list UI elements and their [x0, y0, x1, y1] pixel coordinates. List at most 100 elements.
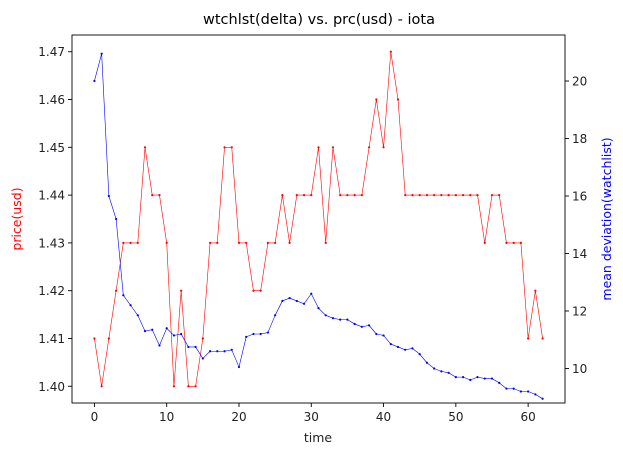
- data-point-right: [208, 350, 212, 353]
- data-point-right: [360, 325, 363, 328]
- data-point-left: [447, 194, 450, 197]
- data-point-left: [274, 241, 277, 244]
- data-point-right: [317, 307, 320, 310]
- y-right-tick-label: 10: [572, 362, 587, 376]
- data-point-left: [360, 194, 363, 197]
- data-point-left: [172, 385, 176, 388]
- data-point-right: [331, 317, 335, 320]
- data-point-right: [259, 332, 262, 336]
- data-point-left: [483, 241, 486, 244]
- data-point-left: [418, 194, 421, 197]
- y-right-tick-label: 12: [572, 305, 587, 319]
- data-point-right: [288, 296, 291, 300]
- data-point-right: [310, 292, 313, 295]
- x-tick-label: 50: [448, 410, 463, 424]
- data-point-left: [180, 289, 183, 292]
- data-point-right: [245, 335, 248, 338]
- data-point-right: [165, 327, 168, 330]
- data-point-left: [519, 241, 523, 244]
- data-point-left: [194, 385, 197, 388]
- data-point-left: [512, 241, 515, 244]
- y-left-tick-label: 1.47: [38, 45, 65, 59]
- data-point-right: [505, 387, 508, 390]
- data-point-right: [295, 299, 298, 303]
- data-point-right: [274, 314, 277, 317]
- series-line-right: [94, 53, 543, 399]
- data-point-left: [404, 194, 407, 197]
- data-point-left: [216, 241, 219, 244]
- data-point-right: [476, 376, 479, 379]
- data-point-right: [433, 367, 436, 370]
- data-point-left: [223, 146, 226, 149]
- data-point-left: [136, 241, 139, 244]
- data-point-right: [483, 377, 486, 380]
- data-point-left: [252, 289, 255, 292]
- data-point-left: [331, 146, 335, 149]
- y-right-tick-label: 18: [572, 132, 587, 146]
- y-axis-right-label: mean deviation(watchlist): [599, 137, 614, 300]
- y-right-tick-label: 16: [572, 190, 587, 204]
- data-point-left: [281, 194, 284, 197]
- data-point-right: [440, 370, 443, 373]
- data-point-left: [324, 241, 327, 244]
- y-left-tick-label: 1.42: [38, 284, 65, 298]
- data-point-left: [382, 146, 385, 149]
- data-point-left: [158, 194, 161, 197]
- data-point-left: [527, 337, 530, 340]
- data-point-left: [208, 241, 212, 244]
- data-point-right: [346, 318, 349, 321]
- data-point-right: [324, 314, 327, 317]
- x-tick-label: 30: [304, 410, 319, 424]
- data-point-right: [281, 299, 284, 303]
- data-point-left: [295, 194, 298, 197]
- data-point-left: [498, 194, 501, 197]
- chart-title: wtchlst(delta) vs. prc(usd) - iota: [203, 12, 435, 28]
- data-point-right: [107, 194, 110, 198]
- data-point-left: [115, 289, 118, 292]
- x-tick-label: 60: [520, 410, 535, 424]
- data-point-right: [136, 314, 139, 317]
- data-point-right: [302, 302, 306, 305]
- data-point-left: [411, 194, 414, 197]
- data-point-right: [454, 376, 457, 379]
- data-point-left: [396, 98, 400, 101]
- data-point-left: [129, 241, 132, 244]
- data-point-right: [404, 348, 407, 351]
- data-point-right: [447, 371, 450, 374]
- data-point-right: [527, 390, 530, 393]
- data-point-right: [498, 381, 501, 384]
- data-point-right: [252, 332, 255, 336]
- data-point-left: [368, 146, 371, 149]
- data-point-right: [216, 350, 219, 353]
- plot-frame: [71, 34, 566, 404]
- data-point-left: [100, 385, 103, 388]
- data-point-right: [100, 52, 103, 55]
- y-left-tick-label: 1.41: [38, 332, 65, 346]
- data-point-left: [288, 241, 291, 244]
- x-tick-label: 40: [376, 410, 391, 424]
- data-point-left: [187, 385, 190, 388]
- data-point-right: [230, 348, 233, 351]
- data-point-left: [425, 194, 429, 197]
- data-point-right: [266, 331, 269, 334]
- axes-layer: 0 10 20 30 40 50 60 1.40 1.41 1.42 1.43 1.44 1.45 1.4…: [38, 34, 587, 424]
- data-point-right: [534, 393, 537, 396]
- data-point-left: [454, 194, 457, 197]
- data-point-right: [339, 318, 342, 321]
- data-point-left: [433, 194, 436, 197]
- data-point-right: [194, 345, 197, 349]
- data-point-right: [201, 357, 204, 360]
- y-right-tick-label: 20: [572, 75, 587, 89]
- x-tick-label: 20: [231, 410, 246, 424]
- data-point-left: [310, 194, 313, 197]
- data-point-right: [461, 376, 465, 379]
- y-axis-left-label: price(usd): [9, 187, 24, 250]
- data-point-right: [368, 324, 371, 327]
- data-point-left: [317, 146, 320, 149]
- data-point-right: [129, 304, 132, 307]
- y-left-tick-label: 1.40: [38, 380, 65, 394]
- x-tick-label: 10: [159, 410, 174, 424]
- data-point-right: [396, 345, 400, 349]
